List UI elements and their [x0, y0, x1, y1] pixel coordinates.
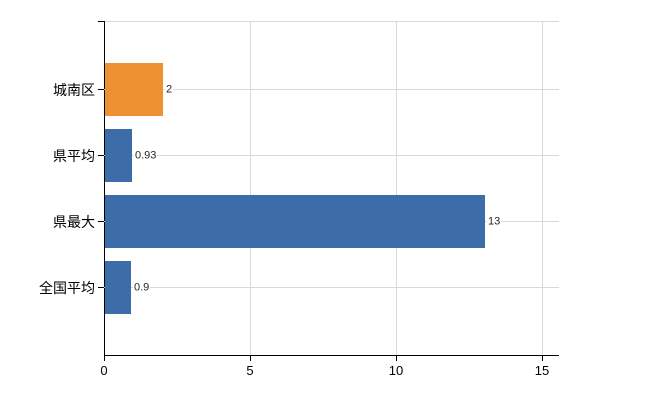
- category-gridline: [104, 89, 559, 90]
- x-axis-tick: [542, 356, 543, 361]
- x-tick-label: 5: [246, 363, 254, 378]
- x-gridline: [396, 21, 397, 355]
- bar-全国平均: [105, 261, 131, 314]
- bar-value-label: 0.9: [133, 281, 151, 295]
- category-gridline: [104, 155, 559, 156]
- category-label: 県平均: [53, 148, 95, 164]
- y-axis-tick: [98, 221, 104, 222]
- x-gridline: [542, 21, 543, 355]
- x-tick-label: 10: [388, 363, 404, 378]
- y-axis-line: [104, 21, 105, 355]
- x-gridline: [250, 21, 251, 355]
- bar-value-label: 0.93: [134, 149, 158, 163]
- plot-top-border: [104, 21, 559, 22]
- x-axis-tick: [250, 356, 251, 361]
- category-label: 城南区: [53, 82, 95, 98]
- y-axis-top-tick: [98, 21, 104, 22]
- bar-県最大: [105, 195, 485, 248]
- x-axis-tick: [396, 356, 397, 361]
- bar-value-label: 2: [165, 83, 174, 97]
- x-axis-tick: [104, 356, 105, 361]
- x-tick-label: 15: [534, 363, 550, 378]
- bar-value-label: 13: [487, 215, 502, 229]
- bar-県平均: [105, 129, 132, 182]
- y-axis-tick: [98, 155, 104, 156]
- category-label: 全国平均: [39, 280, 95, 296]
- y-axis-tick: [98, 287, 104, 288]
- category-gridline: [104, 287, 559, 288]
- y-axis-tick: [98, 89, 104, 90]
- x-axis-line: [104, 355, 559, 356]
- bar-城南区: [105, 63, 163, 116]
- category-label: 県最大: [53, 214, 95, 230]
- x-tick-label: 0: [100, 363, 108, 378]
